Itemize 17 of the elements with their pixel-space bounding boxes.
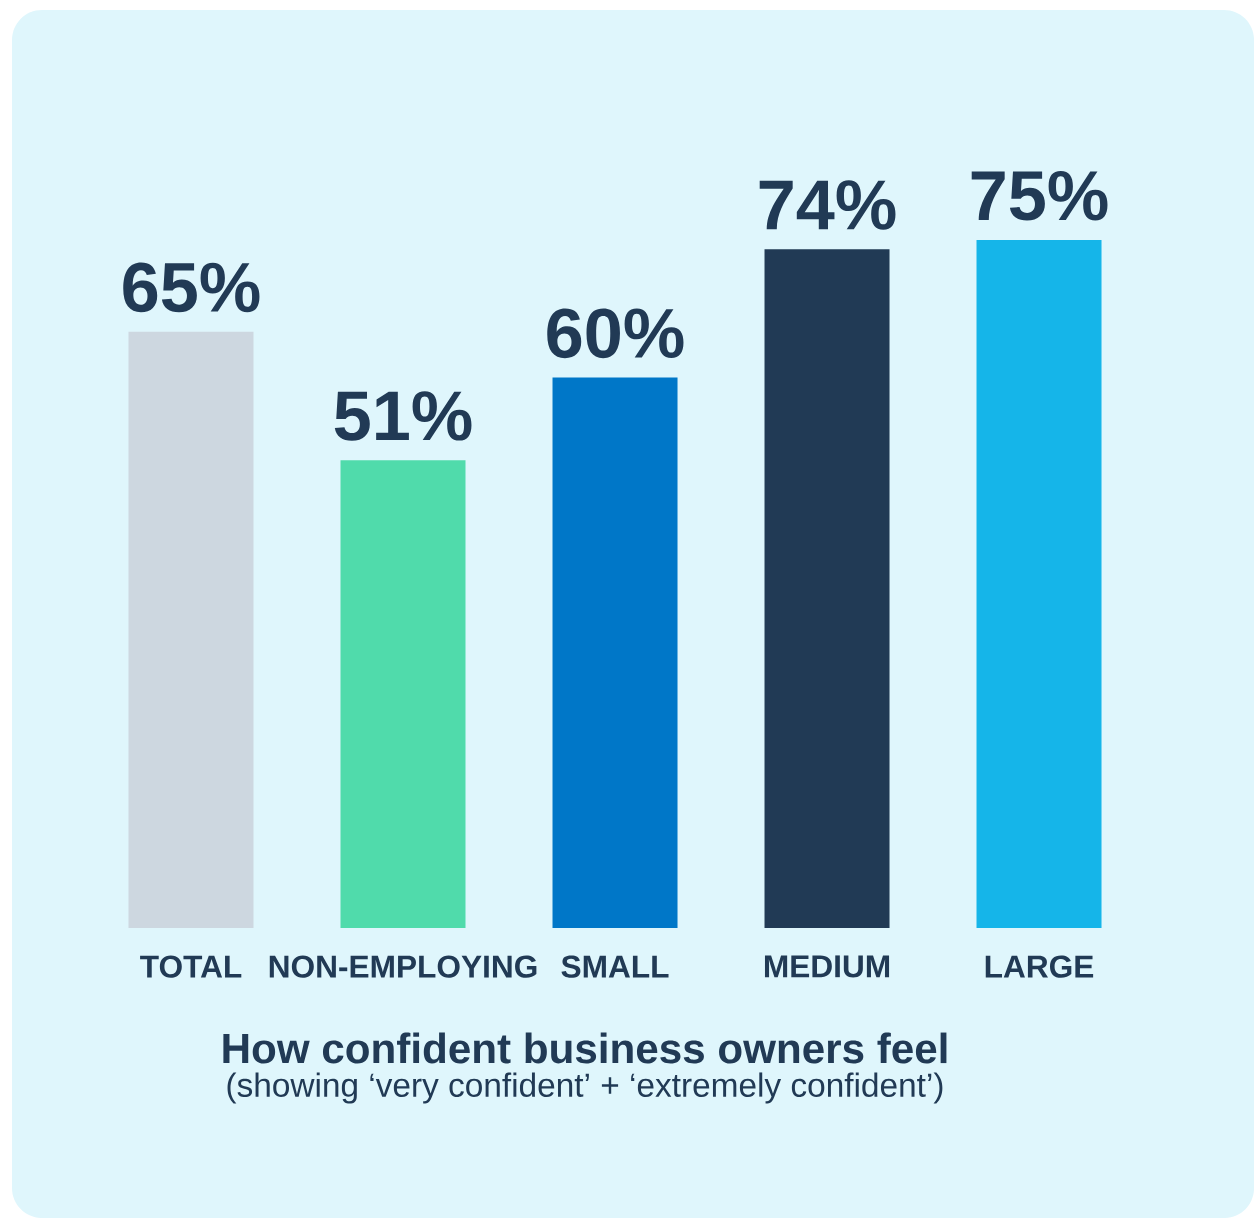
x-tick-label: TOTAL — [140, 955, 242, 978]
bar — [764, 249, 890, 929]
bar — [552, 377, 678, 929]
x-tick-label: MEDIUM — [764, 955, 890, 978]
data-label: 60% — [547, 308, 684, 359]
x-tick-label: LARGE — [985, 955, 1094, 978]
text: How confident business owners feel — [223, 1032, 947, 1064]
bar — [128, 331, 254, 929]
x-tick-label: SMALL — [561, 955, 669, 978]
bar — [340, 460, 466, 929]
x-tick-label: NON-EMPLOYING — [269, 955, 537, 978]
bar — [976, 240, 1102, 929]
data-label: 75% — [971, 170, 1108, 221]
data-label: 74% — [759, 180, 896, 230]
text: (showing ‘very confident’ + ‘extremely confident’) — [227, 1072, 943, 1104]
data-label: 65% — [123, 262, 260, 313]
data-label: 51% — [334, 391, 472, 441]
